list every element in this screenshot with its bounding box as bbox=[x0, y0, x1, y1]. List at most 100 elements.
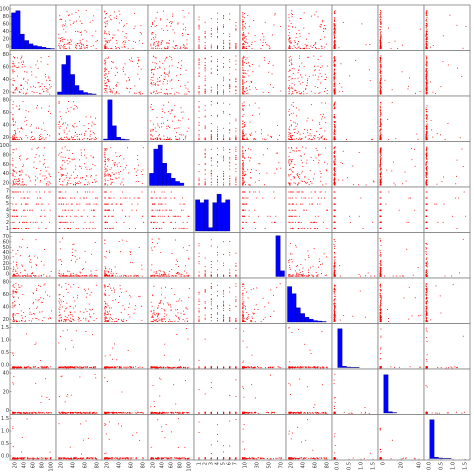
scatter-point bbox=[235, 155, 237, 157]
scatter-point bbox=[15, 166, 17, 168]
scatter-point bbox=[334, 44, 336, 46]
scatter-point bbox=[23, 78, 25, 80]
scatter-point bbox=[379, 83, 381, 85]
scatter-point bbox=[242, 93, 244, 95]
scatter-point bbox=[65, 139, 67, 141]
scatter-point bbox=[156, 221, 158, 223]
scatter-point bbox=[244, 47, 246, 49]
scatter-point bbox=[235, 148, 237, 150]
scatter-point bbox=[426, 171, 428, 173]
scatter-point bbox=[223, 93, 225, 95]
scatter-point bbox=[104, 59, 106, 61]
scatter-point bbox=[13, 56, 14, 58]
scatter-point bbox=[153, 203, 155, 205]
scatter-point bbox=[89, 191, 91, 193]
scatter-point bbox=[182, 197, 184, 199]
scatter-point bbox=[92, 156, 94, 158]
scatter-point bbox=[333, 89, 335, 90]
scatter-point bbox=[78, 120, 80, 122]
scatter-point bbox=[159, 227, 161, 229]
scatter-point bbox=[380, 209, 382, 211]
scatter-point bbox=[289, 47, 291, 49]
scatter-point bbox=[243, 56, 245, 58]
scatter-point bbox=[13, 209, 15, 211]
scatter-point bbox=[80, 177, 81, 179]
scatter-point bbox=[123, 169, 125, 171]
scatter-point bbox=[204, 93, 206, 94]
scatter-point bbox=[166, 92, 168, 94]
scatter-point bbox=[176, 91, 178, 93]
scatter-point bbox=[242, 83, 244, 85]
scatter-point bbox=[153, 43, 155, 45]
scatter-point bbox=[289, 129, 291, 131]
scatter-point bbox=[223, 80, 225, 82]
scatter-point bbox=[198, 130, 200, 131]
panel-frame bbox=[331, 50, 379, 97]
scatter-point bbox=[161, 203, 163, 205]
scatter-point bbox=[79, 166, 81, 167]
scatter-point bbox=[426, 32, 428, 34]
scatter-point bbox=[104, 71, 106, 73]
scatter-point bbox=[217, 21, 218, 23]
scatter-point bbox=[70, 24, 72, 26]
scatter-point bbox=[204, 138, 206, 140]
scatter-point bbox=[166, 56, 168, 58]
scatter-point bbox=[242, 183, 244, 185]
scatter-point bbox=[13, 71, 15, 73]
scatter-point bbox=[159, 61, 161, 63]
scatter-point bbox=[151, 83, 153, 85]
scatter-point bbox=[164, 68, 165, 70]
scatter-point bbox=[426, 160, 428, 162]
scatter-point bbox=[63, 47, 65, 49]
histogram-bar bbox=[216, 193, 222, 232]
scatter-point bbox=[267, 215, 269, 217]
scatter-point bbox=[426, 72, 428, 74]
scatter-point bbox=[104, 203, 106, 205]
scatter-point bbox=[242, 62, 244, 64]
scatter-point bbox=[95, 117, 96, 119]
scatter-point bbox=[164, 76, 166, 78]
scatter-point bbox=[425, 129, 427, 131]
scatter-point bbox=[334, 43, 335, 45]
scatter-point bbox=[217, 165, 218, 167]
scatter-point bbox=[243, 90, 245, 92]
scatter-point bbox=[155, 40, 157, 42]
scatter-point bbox=[288, 111, 290, 113]
scatter-point bbox=[243, 55, 245, 57]
scatter-point bbox=[75, 46, 76, 48]
scatter-point bbox=[425, 62, 427, 64]
scatter-point bbox=[321, 102, 323, 104]
scatter-point bbox=[426, 116, 428, 118]
scatter-point bbox=[333, 71, 335, 73]
scatter-point bbox=[75, 20, 77, 22]
scatter-point bbox=[159, 80, 161, 82]
scatter-point bbox=[33, 85, 34, 87]
scatter-point bbox=[104, 174, 106, 176]
scatter-point bbox=[388, 27, 389, 29]
scatter-point bbox=[15, 88, 17, 90]
scatter-point bbox=[155, 138, 157, 140]
scatter-point bbox=[26, 71, 28, 73]
scatter-point bbox=[243, 133, 244, 135]
scatter-point bbox=[198, 164, 200, 165]
scatter-point bbox=[107, 209, 109, 211]
scatter-point bbox=[81, 167, 82, 169]
scatter-point bbox=[29, 125, 31, 127]
scatter-point bbox=[292, 139, 294, 141]
scatter-point bbox=[198, 72, 200, 74]
scatter-point bbox=[182, 203, 184, 205]
scatter-point bbox=[289, 89, 290, 91]
scatter-point bbox=[50, 86, 52, 87]
scatter-point bbox=[426, 137, 428, 139]
scatter-point bbox=[39, 160, 41, 162]
scatter-point bbox=[108, 209, 110, 211]
scatter-point bbox=[204, 70, 206, 72]
scatter-point bbox=[308, 56, 310, 58]
scatter-point bbox=[292, 92, 294, 94]
scatter-point bbox=[210, 56, 212, 57]
panel-r3-c6 bbox=[285, 141, 333, 188]
scatter-point bbox=[447, 64, 449, 66]
scatter-point bbox=[295, 126, 297, 127]
scatter-point bbox=[333, 155, 335, 157]
scatter-point bbox=[15, 130, 16, 132]
